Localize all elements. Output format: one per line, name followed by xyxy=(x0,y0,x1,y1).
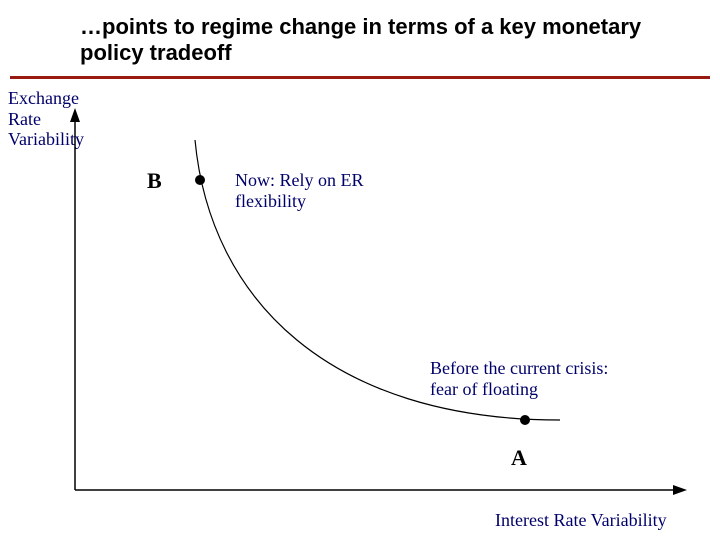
y-axis-arrow-icon xyxy=(70,108,80,122)
point-b xyxy=(195,175,205,185)
point-b-annotation: Now: Rely on ERflexibility xyxy=(235,170,364,211)
point-b-label: B xyxy=(147,168,162,194)
point-a-label: A xyxy=(511,445,527,471)
point-a-annotation: Before the current crisis:fear of floati… xyxy=(430,358,608,399)
tradeoff-chart xyxy=(0,0,720,540)
point-a xyxy=(520,415,530,425)
x-axis-label: Interest Rate Variability xyxy=(495,510,667,531)
x-axis-arrow-icon xyxy=(673,485,687,495)
slide: …points to regime change in terms of a k… xyxy=(0,0,720,540)
